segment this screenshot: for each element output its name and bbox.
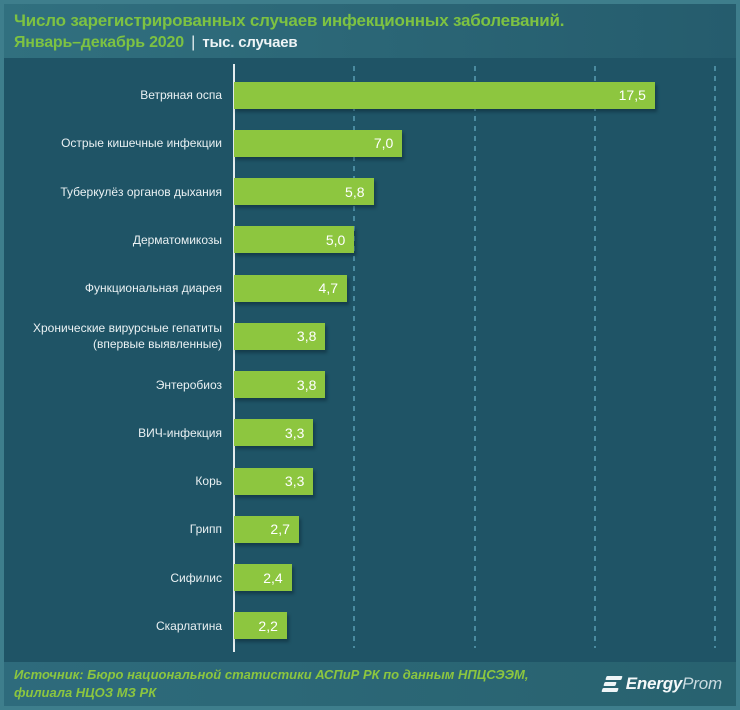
- energyprom-logo-icon: [601, 676, 623, 692]
- category-label: Скарлатина: [155, 618, 222, 633]
- value-label: 3,3: [284, 424, 305, 441]
- bar-row: Дерматомикозы 5,0: [4, 216, 736, 264]
- y-axis-line: [233, 64, 235, 652]
- bar-track: 2,4: [234, 564, 736, 592]
- bar-track: 5,8: [234, 178, 736, 206]
- bar: 3,3: [234, 467, 314, 495]
- category-label: Сифилис: [170, 570, 222, 585]
- unit-label: тыс. случаев: [202, 34, 298, 51]
- gridline: [353, 66, 356, 648]
- bar-row: Ветряная оспа 17,5: [4, 71, 736, 119]
- bar-row: Функциональная диарея 4,7: [4, 264, 736, 312]
- bar-track: 17,5: [234, 81, 736, 109]
- bar-row: Скарлатина 2,2: [4, 602, 736, 650]
- bar: 3,3: [234, 419, 314, 447]
- bar-rows: Ветряная оспа 17,5 Острые кишечные инфек…: [4, 71, 736, 650]
- bar: 2,4: [234, 564, 292, 592]
- header: Число зарегистрированных случаев инфекци…: [4, 4, 736, 58]
- bar: 3,8: [234, 371, 326, 399]
- category-label: Дерматомикозы: [132, 232, 222, 247]
- chart-subtitle: Январь–декабрь 2020: [14, 34, 184, 51]
- value-label: 17,5: [618, 87, 646, 104]
- bar: 2,2: [234, 612, 287, 640]
- bar-chart: Ветряная оспа 17,5 Острые кишечные инфек…: [4, 58, 736, 662]
- category-label: Энтеробиоз: [155, 377, 222, 392]
- value-label: 3,8: [296, 328, 317, 345]
- bar: 17,5: [234, 81, 655, 109]
- bar: 5,8: [234, 178, 374, 206]
- value-label: 5,8: [345, 183, 365, 200]
- source-text: Источник: Бюро национальной статистики А…: [14, 666, 529, 700]
- value-label: 7,0: [373, 135, 394, 152]
- gridline: [714, 66, 716, 648]
- bar-track: 4,7: [234, 274, 736, 302]
- bar-row: Острые кишечные инфекции 7,0: [4, 119, 736, 167]
- bar-track: 3,8: [234, 322, 736, 350]
- category-label: Острые кишечные инфекции: [61, 136, 222, 151]
- value-label: 3,8: [296, 376, 317, 393]
- logo-light-part: Prom: [682, 674, 722, 693]
- bar-track: 5,0: [234, 226, 736, 254]
- bar: 4,7: [234, 274, 347, 302]
- category-label: Корь: [195, 474, 222, 489]
- chart-title: Число зарегистрированных случаев инфекци…: [14, 11, 565, 30]
- bar-track: 3,8: [234, 371, 736, 399]
- energyprom-logo-text: EnergyProm: [626, 674, 722, 694]
- category-label: Туберкулёз органов дыхания: [60, 184, 222, 199]
- bar-row: Туберкулёз органов дыхания 5,8: [4, 168, 736, 216]
- bar-track: 7,0: [234, 129, 736, 157]
- category-label: Хронические вирурсные гепатиты (впервые …: [33, 321, 222, 352]
- value-label: 3,3: [284, 473, 305, 490]
- energyprom-logo: EnergyProm: [601, 674, 722, 694]
- bar: 5,0: [234, 226, 355, 254]
- category-label: Грипп: [189, 522, 222, 537]
- gridline: [593, 66, 596, 648]
- chart-subtitle-row: Январь–декабрь 2020 | тыс. случаев: [14, 32, 724, 53]
- bar-row: ВИЧ-инфекция 3,3: [4, 409, 736, 457]
- value-label: 2,7: [270, 521, 290, 538]
- logo-bold-part: Energy: [625, 674, 683, 693]
- bar: 2,7: [234, 515, 299, 543]
- bar-row: Сифилис 2,4: [4, 554, 736, 602]
- category-label: Функциональная диарея: [84, 281, 222, 296]
- bar-track: 3,3: [234, 419, 736, 447]
- category-label: Ветряная оспа: [140, 88, 222, 103]
- value-label: 2,2: [258, 617, 278, 634]
- bar-row: Корь 3,3: [4, 457, 736, 505]
- gridline: [473, 66, 476, 648]
- bar-row: Хронические вирурсные гепатиты (впервые …: [4, 312, 736, 360]
- bar-row: Грипп 2,7: [4, 505, 736, 553]
- bar-track: 2,7: [234, 515, 736, 543]
- subtitle-separator: |: [191, 34, 196, 51]
- bar: 3,8: [234, 322, 326, 350]
- bar: 7,0: [234, 129, 403, 157]
- footer: Источник: Бюро национальной статистики А…: [4, 662, 736, 706]
- category-label: ВИЧ-инфекция: [138, 425, 222, 440]
- value-label: 2,4: [263, 569, 283, 586]
- bar-track: 3,3: [234, 467, 736, 495]
- value-label: 5,0: [325, 231, 346, 248]
- bar-track: 2,2: [234, 612, 736, 640]
- bar-row: Энтеробиоз 3,8: [4, 361, 736, 409]
- value-label: 4,7: [318, 280, 338, 297]
